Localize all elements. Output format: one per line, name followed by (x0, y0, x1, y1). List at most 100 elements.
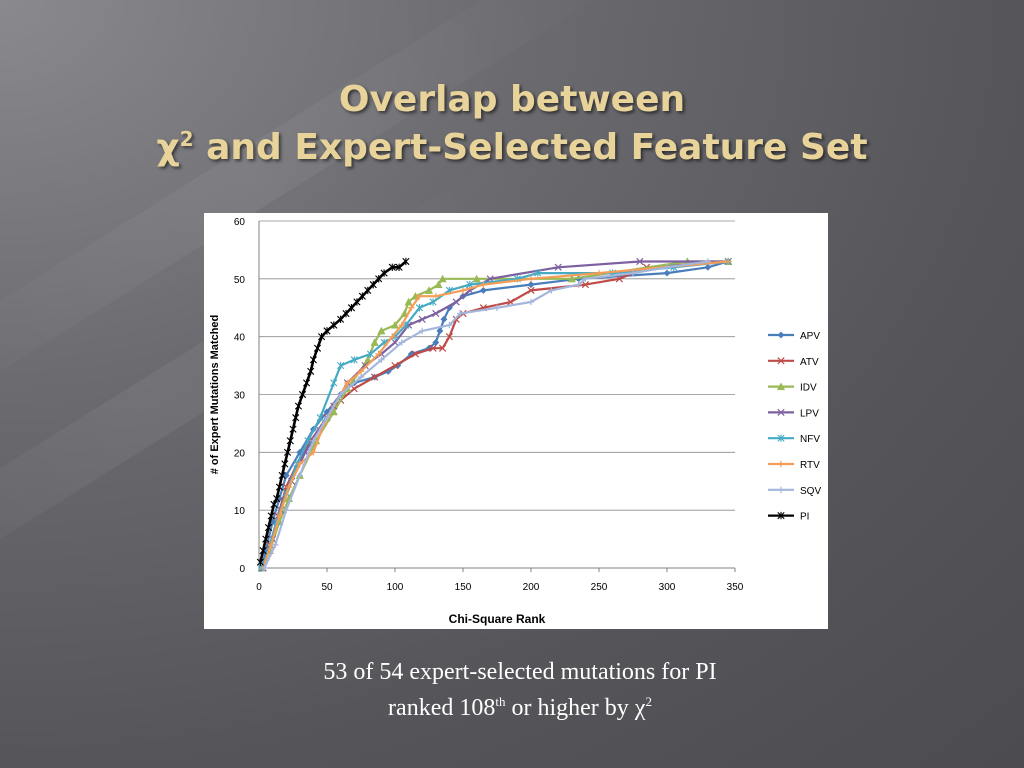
data-point-atv (429, 344, 437, 352)
data-point-rtv (285, 483, 293, 491)
data-point-pi (337, 315, 345, 324)
data-point-pi (289, 425, 297, 433)
data-point-pi (298, 390, 307, 399)
data-point-atv (581, 280, 590, 289)
data-point-rtv (310, 449, 317, 456)
data-point-sqv (493, 304, 501, 311)
data-point-nfv (316, 413, 324, 422)
data-point-sqv (629, 269, 637, 277)
data-point-sqv (357, 373, 365, 381)
data-point-sqv (575, 281, 582, 288)
data-point-pi (330, 321, 338, 329)
data-point-sqv (527, 298, 535, 306)
data-point-lpv (361, 361, 369, 370)
data-point-idv (377, 326, 386, 335)
legend-label-apv: APV (800, 331, 820, 342)
slide-caption: 53 of 54 expert-selected mutations for P… (0, 654, 1024, 726)
caption-mid: or higher by (505, 695, 635, 721)
y-tick-label: 0 (239, 564, 245, 575)
data-point-lpv (391, 338, 399, 347)
data-point-pi (286, 437, 294, 445)
x-tick-label: 250 (591, 582, 608, 593)
data-point-idv (567, 274, 576, 283)
data-point-pi (402, 257, 410, 266)
data-point-rtv (725, 258, 732, 265)
data-point-pi (273, 494, 281, 503)
data-point-atv (527, 286, 535, 295)
data-point-pi (353, 298, 361, 306)
data-point-idv (434, 280, 443, 289)
data-point-atv (350, 385, 358, 393)
data-point-apv (663, 269, 671, 277)
data-point-rtv (296, 460, 303, 468)
data-point-idv (404, 297, 413, 306)
legend-marker-rtv (777, 460, 785, 468)
data-point-apv (479, 286, 487, 294)
data-point-rtv (416, 292, 423, 300)
data-point-rtv (408, 304, 415, 311)
legend-label-idv: IDV (800, 383, 817, 394)
data-point-atv (438, 344, 447, 352)
data-point-sqv (323, 414, 331, 421)
y-tick-label: 50 (234, 275, 246, 286)
title-chi: χ (156, 127, 180, 168)
data-point-rtv (276, 512, 283, 520)
data-point-rtv (344, 379, 351, 387)
chart-area: 0 10 20 30 40 50 60 0 50 100 150 200 250 300 350 Chi-Sq… (204, 213, 828, 629)
legend-label-atv: ATV (800, 357, 819, 368)
data-point-rtv (527, 275, 535, 283)
x-axis-title: Chi-Square Rank (449, 612, 546, 626)
data-point-pi (292, 413, 300, 422)
data-point-lpv (452, 298, 460, 306)
legend-marker-nfv (777, 434, 785, 442)
data-point-idv (390, 320, 400, 329)
slide-title: Overlap between χ2 and Expert-Selected F… (0, 76, 1024, 172)
data-point-nfv (415, 304, 424, 312)
legend-marker-sqv (777, 486, 785, 493)
data-point-sqv (446, 321, 453, 329)
data-point-sqv (337, 391, 344, 398)
legend-label-pi: PI (800, 512, 809, 523)
y-tick-label: 60 (234, 217, 246, 228)
x-tick-label: 350 (727, 582, 744, 593)
x-tick-label: 200 (523, 582, 540, 593)
legend-marker-atv (777, 357, 785, 365)
data-point-pi (307, 367, 315, 376)
data-point-sqv (457, 310, 464, 317)
title-line-2-text: and Expert-Selected Feature Set (193, 127, 868, 168)
data-point-nfv (337, 361, 345, 370)
data-point-pi (364, 286, 372, 295)
data-point-sqv (398, 339, 405, 346)
y-tick-label: 40 (234, 333, 246, 344)
data-point-sqv (548, 287, 555, 294)
data-point-atv (370, 373, 379, 381)
legend-label-lpv: LPV (800, 408, 819, 419)
data-point-rtv (595, 269, 603, 277)
data-point-pi (317, 332, 326, 341)
legend-label-nfv: NFV (800, 434, 820, 445)
data-point-apv (282, 471, 290, 480)
data-point-lpv (554, 263, 562, 271)
data-point-apv (440, 315, 448, 323)
data-point-apv (704, 263, 712, 271)
data-point-rtv (432, 292, 439, 300)
data-point-sqv (296, 472, 303, 479)
legend-marker-idv (776, 382, 786, 391)
data-point-pi (309, 356, 317, 364)
data-point-pi (264, 523, 273, 532)
data-point-pi (323, 327, 331, 335)
data-point-nfv (429, 298, 437, 306)
data-point-nfv (330, 379, 338, 387)
data-point-rtv (398, 321, 405, 329)
legend-marker-lpv (777, 408, 785, 417)
data-point-pi (369, 280, 377, 289)
data-point-lpv (432, 309, 440, 318)
data-point-pi (342, 309, 350, 318)
caption-chi: χ (634, 695, 646, 721)
data-point-idv (438, 274, 447, 283)
data-point-pi (358, 292, 366, 300)
data-point-pi (256, 558, 264, 566)
legend-label-sqv: SQV (800, 486, 821, 497)
y-tick-label: 10 (234, 506, 246, 517)
data-point-pi (380, 269, 388, 277)
